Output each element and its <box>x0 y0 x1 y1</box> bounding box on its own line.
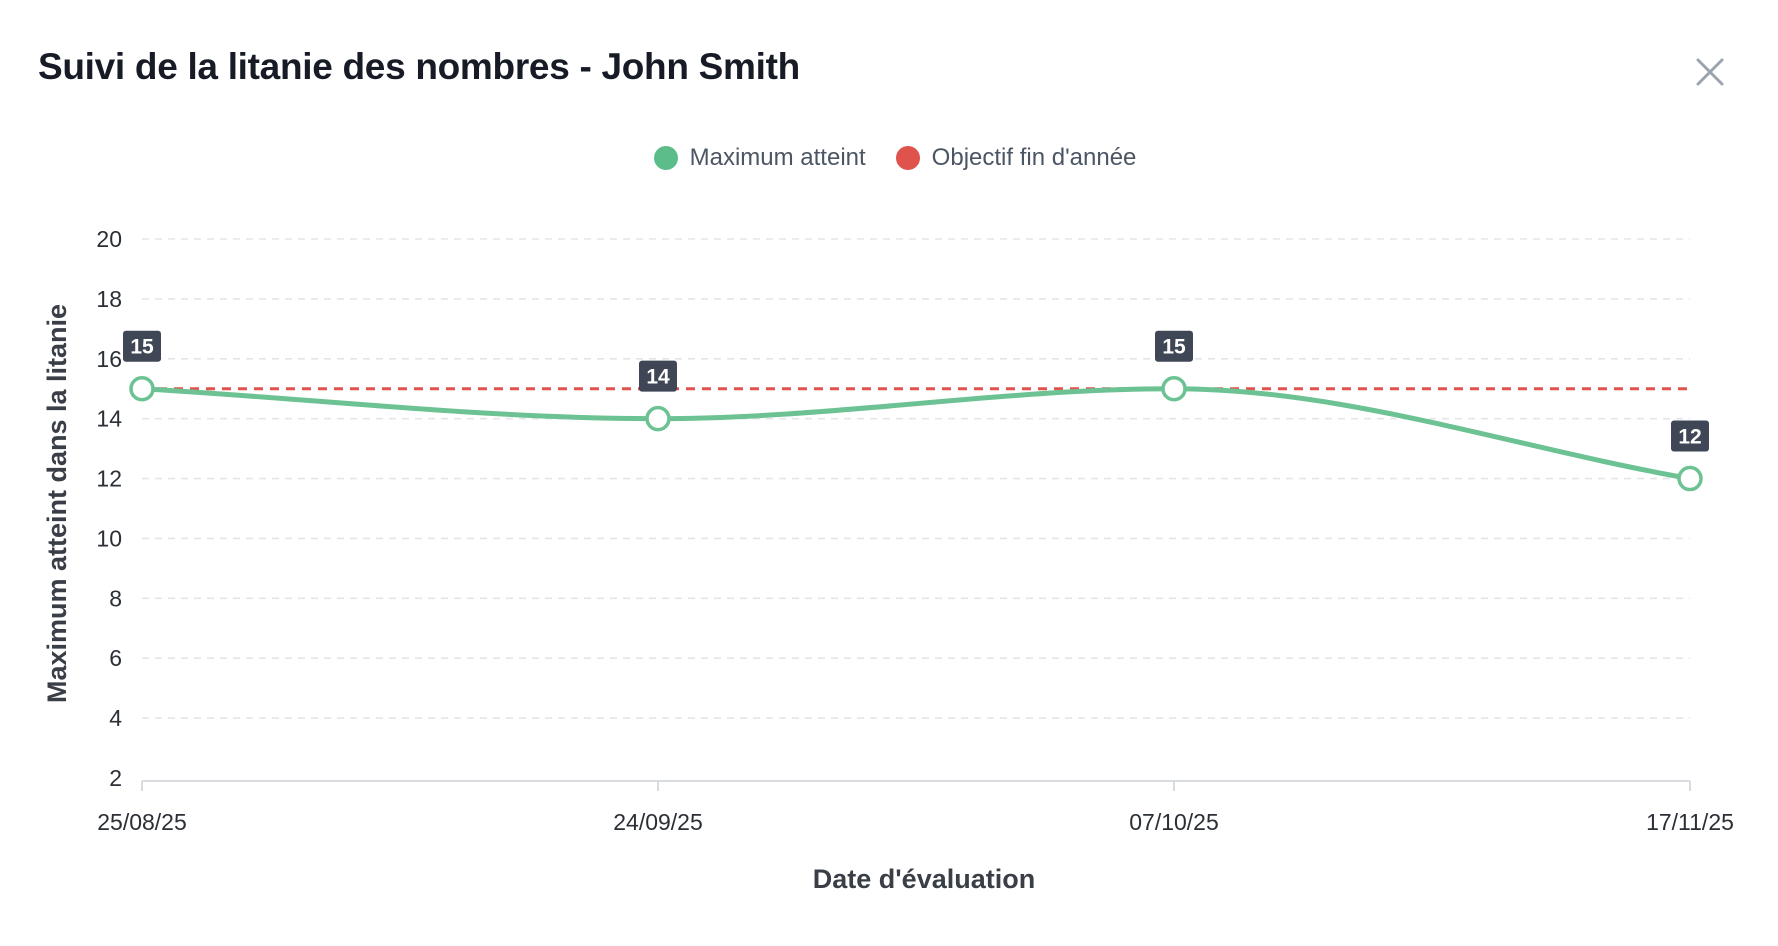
data-point <box>1161 375 1187 402</box>
chart-legend: Maximum atteint Objectif fin d'année <box>0 144 1778 172</box>
y-tick-label: 8 <box>109 585 122 611</box>
close-icon <box>1696 58 1724 86</box>
x-axis-title: Date d'évaluation <box>813 864 1035 894</box>
data-label: 12 <box>1678 426 1701 449</box>
legend-label-objectif: Objectif fin d'année <box>931 144 1137 171</box>
legend-label-maximum: Maximum atteint <box>689 144 866 171</box>
y-tick-label: 18 <box>96 286 122 312</box>
data-label-box <box>1155 330 1193 362</box>
y-tick-label: 20 <box>96 226 122 252</box>
data-label: 14 <box>646 366 670 389</box>
y-tick-label: 12 <box>96 466 122 492</box>
legend-item-maximum[interactable]: Maximum atteint <box>653 144 866 172</box>
data-label: 15 <box>1162 336 1186 359</box>
data-label-box <box>123 330 161 362</box>
y-tick-label: 2 <box>109 765 122 791</box>
y-tick-label: 16 <box>96 346 122 372</box>
modal-title: Suivi de la litanie des nombres - John S… <box>38 46 800 87</box>
y-tick-label: 4 <box>109 705 122 731</box>
data-point <box>1677 465 1703 492</box>
y-axis-title: Maximum atteint dans la litanie <box>42 304 72 703</box>
x-tick-label: 24/09/25 <box>613 809 703 835</box>
y-tick-label: 10 <box>96 525 122 551</box>
series-line-maximum <box>139 386 1693 482</box>
x-tick-label: 17/11/25 <box>1646 809 1734 835</box>
close-button[interactable] <box>1688 50 1732 94</box>
legend-dot-objectif <box>895 146 920 170</box>
x-tick-label: 07/10/25 <box>1129 809 1219 835</box>
data-point <box>129 375 155 402</box>
legend-dot-maximum <box>653 146 678 170</box>
data-label-box <box>639 360 677 392</box>
data-label: 15 <box>130 336 154 359</box>
legend-item-objectif[interactable]: Objectif fin d'année <box>895 144 1137 172</box>
data-point <box>645 405 671 432</box>
x-tick-label: 25/08/25 <box>97 809 187 835</box>
y-tick-label: 14 <box>96 406 122 432</box>
data-label-box <box>1671 420 1709 452</box>
y-tick-label: 6 <box>109 645 122 671</box>
